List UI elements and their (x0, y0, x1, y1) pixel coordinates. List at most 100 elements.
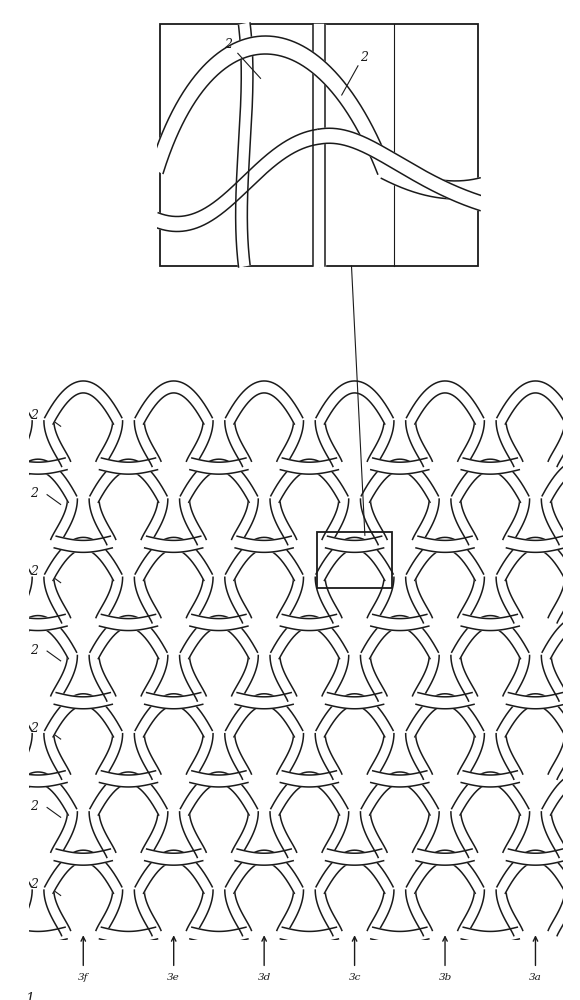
Polygon shape (180, 459, 258, 502)
Polygon shape (496, 577, 523, 623)
Polygon shape (271, 772, 348, 815)
Polygon shape (141, 655, 168, 701)
Polygon shape (141, 499, 168, 545)
Polygon shape (361, 616, 438, 659)
Polygon shape (135, 734, 161, 779)
Polygon shape (280, 927, 338, 943)
Polygon shape (0, 655, 26, 701)
Polygon shape (89, 812, 116, 857)
Polygon shape (452, 772, 529, 815)
Text: 2: 2 (30, 878, 38, 891)
Polygon shape (180, 655, 206, 701)
Polygon shape (186, 734, 213, 779)
Text: 3a: 3a (529, 973, 542, 982)
Polygon shape (325, 536, 383, 552)
Polygon shape (135, 890, 161, 936)
Polygon shape (503, 499, 530, 545)
Polygon shape (190, 614, 248, 631)
Polygon shape (361, 772, 438, 815)
Polygon shape (231, 812, 258, 857)
Polygon shape (316, 537, 393, 580)
Polygon shape (412, 812, 439, 857)
Polygon shape (225, 421, 252, 466)
Polygon shape (135, 694, 212, 737)
Polygon shape (405, 577, 432, 623)
Polygon shape (135, 577, 161, 623)
Text: 3f: 3f (78, 973, 89, 982)
Polygon shape (186, 577, 213, 623)
Polygon shape (90, 616, 167, 659)
Polygon shape (180, 812, 206, 857)
Polygon shape (416, 693, 474, 709)
Polygon shape (0, 694, 31, 737)
Polygon shape (9, 458, 67, 474)
Polygon shape (45, 381, 122, 424)
Polygon shape (361, 459, 438, 502)
Polygon shape (461, 458, 519, 474)
Polygon shape (55, 536, 113, 552)
Polygon shape (367, 577, 394, 623)
Polygon shape (458, 734, 484, 779)
Polygon shape (316, 850, 393, 893)
Polygon shape (405, 421, 432, 466)
Polygon shape (316, 734, 342, 779)
Polygon shape (270, 812, 296, 857)
Polygon shape (405, 734, 432, 779)
Polygon shape (226, 850, 303, 893)
Polygon shape (360, 812, 387, 857)
Polygon shape (322, 812, 349, 857)
Polygon shape (96, 890, 122, 936)
Polygon shape (231, 499, 258, 545)
Polygon shape (322, 499, 349, 545)
Polygon shape (371, 771, 429, 787)
Polygon shape (367, 890, 394, 936)
Polygon shape (496, 890, 523, 936)
Text: 3b: 3b (438, 973, 452, 982)
Polygon shape (542, 616, 580, 659)
Polygon shape (135, 850, 212, 893)
Polygon shape (235, 536, 293, 552)
Text: 2: 2 (224, 38, 232, 51)
Polygon shape (0, 616, 77, 659)
Polygon shape (497, 381, 574, 424)
Polygon shape (280, 771, 338, 787)
Polygon shape (0, 381, 31, 424)
Polygon shape (497, 694, 574, 737)
Polygon shape (0, 772, 77, 815)
Polygon shape (55, 849, 113, 865)
Polygon shape (225, 734, 252, 779)
Polygon shape (506, 849, 564, 865)
Polygon shape (6, 734, 32, 779)
Polygon shape (235, 23, 253, 267)
Polygon shape (548, 577, 575, 623)
Polygon shape (497, 850, 574, 893)
Polygon shape (6, 577, 32, 623)
Polygon shape (9, 614, 67, 631)
Polygon shape (541, 812, 568, 857)
Polygon shape (226, 381, 303, 424)
Polygon shape (0, 499, 26, 545)
Polygon shape (280, 614, 338, 631)
Polygon shape (542, 772, 580, 815)
Polygon shape (51, 499, 77, 545)
Polygon shape (99, 771, 158, 787)
Polygon shape (458, 890, 484, 936)
Polygon shape (313, 24, 325, 266)
Polygon shape (0, 537, 31, 580)
Polygon shape (44, 577, 71, 623)
Polygon shape (225, 577, 252, 623)
Polygon shape (6, 890, 32, 936)
Polygon shape (186, 890, 213, 936)
Polygon shape (316, 890, 342, 936)
Text: 2: 2 (30, 409, 38, 422)
Polygon shape (144, 693, 203, 709)
Polygon shape (44, 421, 71, 466)
Polygon shape (405, 890, 432, 936)
Polygon shape (270, 655, 296, 701)
Polygon shape (235, 849, 293, 865)
Polygon shape (542, 459, 580, 502)
Polygon shape (360, 499, 387, 545)
Polygon shape (271, 616, 348, 659)
Polygon shape (316, 577, 342, 623)
Polygon shape (506, 536, 564, 552)
